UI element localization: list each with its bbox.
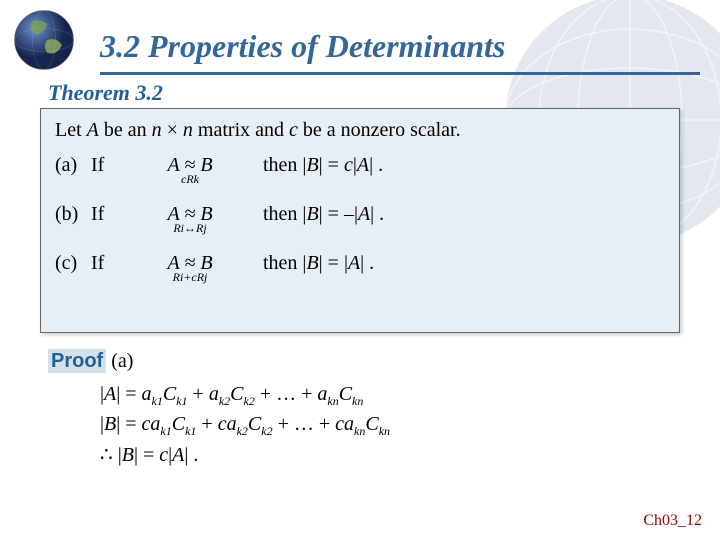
text: be an [99, 119, 152, 141]
text: be a nonzero scalar. [298, 119, 461, 141]
title-underline [100, 72, 700, 75]
row-label: (a) [55, 154, 91, 177]
theorem-row: (c)IfA ≈ BRi+cRj then |B| = |A| . [55, 252, 665, 275]
theorem-row: (b)IfA ≈ BRi↔Rj then |B| = –|A| . [55, 203, 665, 226]
proof-label: Proof (a) [48, 350, 133, 373]
var-n: n [183, 119, 193, 141]
row-label: (c) [55, 252, 91, 275]
proof-part: (a) [106, 350, 133, 372]
relation-subscript: cRk [125, 172, 255, 187]
theorem-box: Let A be an n × n matrix and c be a nonz… [40, 108, 680, 333]
relation-subscript: Ri+cRj [125, 270, 255, 285]
then-clause: then |B| = |A| . [263, 252, 374, 275]
row-label: (b) [55, 203, 91, 226]
globe-icon [12, 8, 76, 72]
page-title: 3.2 Properties of Determinants [100, 28, 505, 65]
relation: A ≈ BRi↔Rj [125, 203, 255, 226]
proof-line: ∴ |B| = c|A| . [100, 441, 390, 470]
if-word: If [91, 154, 125, 177]
theorem-row: (a)IfA ≈ BcRk then |B| = c|A| . [55, 154, 665, 177]
text: Let [55, 119, 87, 141]
if-word: If [91, 252, 125, 275]
theorem-heading: Theorem 3.2 [48, 80, 163, 106]
relation: A ≈ BcRk [125, 154, 255, 177]
then-clause: then |B| = –|A| . [263, 203, 384, 226]
relation-subscript: Ri↔Rj [125, 221, 255, 236]
var-n: n [152, 119, 162, 141]
proof-line: |B| = cak1Ck1 + cak2Ck2 + … + caknCkn [100, 410, 390, 440]
page-footer: Ch03_12 [643, 512, 702, 530]
proof-body: |A| = ak1Ck1 + ak2Ck2 + … + aknCkn|B| = … [100, 380, 390, 470]
if-word: If [91, 203, 125, 226]
text: matrix and [193, 119, 289, 141]
proof-line: |A| = ak1Ck1 + ak2Ck2 + … + aknCkn [100, 380, 390, 410]
var-c: c [289, 119, 298, 141]
relation: A ≈ BRi+cRj [125, 252, 255, 275]
var-A: A [87, 119, 99, 141]
theorem-intro: Let A be an n × n matrix and c be a nonz… [55, 119, 665, 142]
then-clause: then |B| = c|A| . [263, 154, 383, 177]
text: × [162, 119, 183, 141]
proof-word: Proof [48, 349, 106, 373]
